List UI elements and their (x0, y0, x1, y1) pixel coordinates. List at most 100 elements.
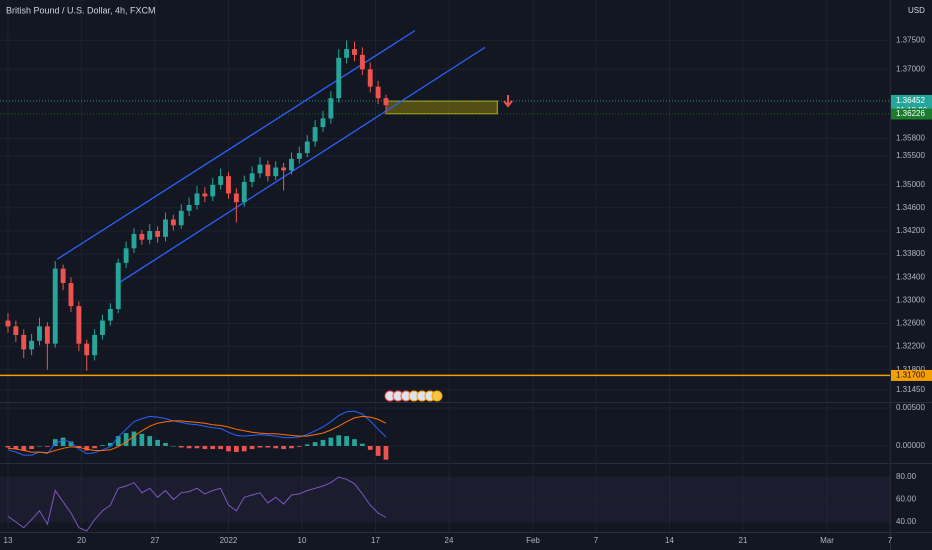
x-tick-label: 27 (151, 536, 160, 545)
candle-body (123, 248, 129, 263)
y-tick-label: 1.32600 (896, 319, 925, 328)
histogram-bar (320, 439, 326, 446)
candle-body (68, 283, 74, 307)
histogram-bar (249, 445, 255, 450)
histogram-bar (131, 431, 137, 446)
price-tag (891, 108, 932, 120)
histogram-bar (123, 433, 129, 446)
price-tag-label: 1.31700 (896, 371, 925, 380)
candle-body (265, 164, 271, 177)
y-tick-label: 1.34600 (896, 203, 925, 212)
candle-body (328, 98, 334, 119)
candle-body (76, 306, 82, 344)
y-tick-label: 1.33800 (896, 249, 925, 258)
x-tick-label: 17 (371, 536, 380, 545)
histogram-bar (147, 436, 153, 446)
histogram-bar (289, 445, 294, 449)
y-tick-label: 1.37500 (896, 36, 925, 45)
histogram-bar (115, 436, 121, 446)
y-tick-label: 1.35800 (896, 134, 925, 143)
y-tick-label: 1.31800 (896, 365, 925, 374)
rsi-band (0, 477, 890, 522)
price-tag-label: 1.36226 (896, 109, 925, 118)
histogram-bar (37, 445, 42, 447)
candle-body (352, 49, 357, 55)
histogram-bar (194, 445, 200, 449)
histogram-bar (241, 445, 247, 452)
histogram-bar (60, 437, 66, 446)
histogram-bar (336, 435, 342, 446)
x-tick-label: 7 (594, 536, 599, 545)
macd-line (7, 410, 387, 456)
candle-body (218, 176, 224, 185)
histogram-bar (186, 445, 192, 449)
x-tick-label: 14 (665, 536, 674, 545)
target-zone (385, 100, 498, 115)
candle-body (281, 167, 287, 171)
candle-body (37, 326, 42, 341)
candle-body (92, 335, 98, 356)
histogram-bar (5, 445, 11, 448)
x-tick-label: Mar (820, 536, 834, 545)
candle-body (163, 219, 168, 237)
candle-body (289, 158, 294, 171)
candle-body (375, 86, 381, 99)
candle-body (273, 167, 279, 177)
candle-body (383, 98, 389, 106)
candle-body (84, 343, 90, 356)
currency-label[interactable]: USD (908, 6, 925, 15)
histogram-bar (155, 439, 160, 446)
histogram-bar (163, 442, 168, 446)
candle-body (249, 173, 255, 182)
y-tick-label: 1.33400 (896, 272, 925, 281)
candle-body (29, 340, 35, 350)
y-tick-label: 0.00500 (896, 403, 925, 412)
candle-body (312, 127, 318, 142)
candle-body (226, 176, 231, 194)
y-tick-label: 1.34200 (896, 226, 925, 235)
y-tick-label: 40.00 (896, 517, 917, 526)
candle-body (155, 231, 161, 237)
y-tick-label: 1.35000 (896, 180, 925, 189)
histogram-bar (210, 445, 216, 450)
histogram-bar (312, 442, 318, 446)
histogram-bar (178, 445, 184, 448)
x-tick-label: 7 (888, 536, 893, 545)
candle-body (194, 193, 200, 206)
histogram-bar (226, 445, 231, 452)
histogram-bar (170, 445, 176, 447)
histogram-bar (139, 433, 145, 446)
candle-body (257, 164, 263, 174)
histogram-bar (92, 445, 97, 449)
candle-body (186, 205, 192, 211)
histogram-bar (344, 436, 349, 446)
histogram-bar (68, 441, 74, 446)
candle-body (44, 326, 50, 344)
plot (0, 30, 890, 532)
candle-body (115, 262, 121, 310)
x-tick-label: Feb (526, 536, 540, 545)
candle-body (367, 69, 373, 87)
y-tick-label: 1.35500 (896, 151, 925, 160)
event-flag[interactable] (431, 390, 443, 402)
x-tick-label: 10 (298, 536, 307, 545)
y-tick-label: 80.00 (896, 472, 917, 481)
price-tag-label: 1.36452 (896, 96, 925, 105)
rsi-line (7, 476, 387, 532)
candle-body (170, 219, 176, 226)
histogram-bar (257, 445, 263, 448)
down-arrow (503, 95, 513, 108)
channel-line (115, 46, 486, 286)
histogram-bar (13, 445, 19, 450)
candle-body (178, 210, 184, 226)
candle-body (296, 153, 302, 159)
candle-body (139, 233, 145, 240)
histogram-bar (202, 445, 208, 450)
candle-body (13, 326, 19, 335)
histogram-bar (273, 445, 279, 449)
x-tick-label: 24 (445, 536, 454, 545)
histogram-bar (44, 445, 50, 447)
candle-body (336, 57, 342, 99)
